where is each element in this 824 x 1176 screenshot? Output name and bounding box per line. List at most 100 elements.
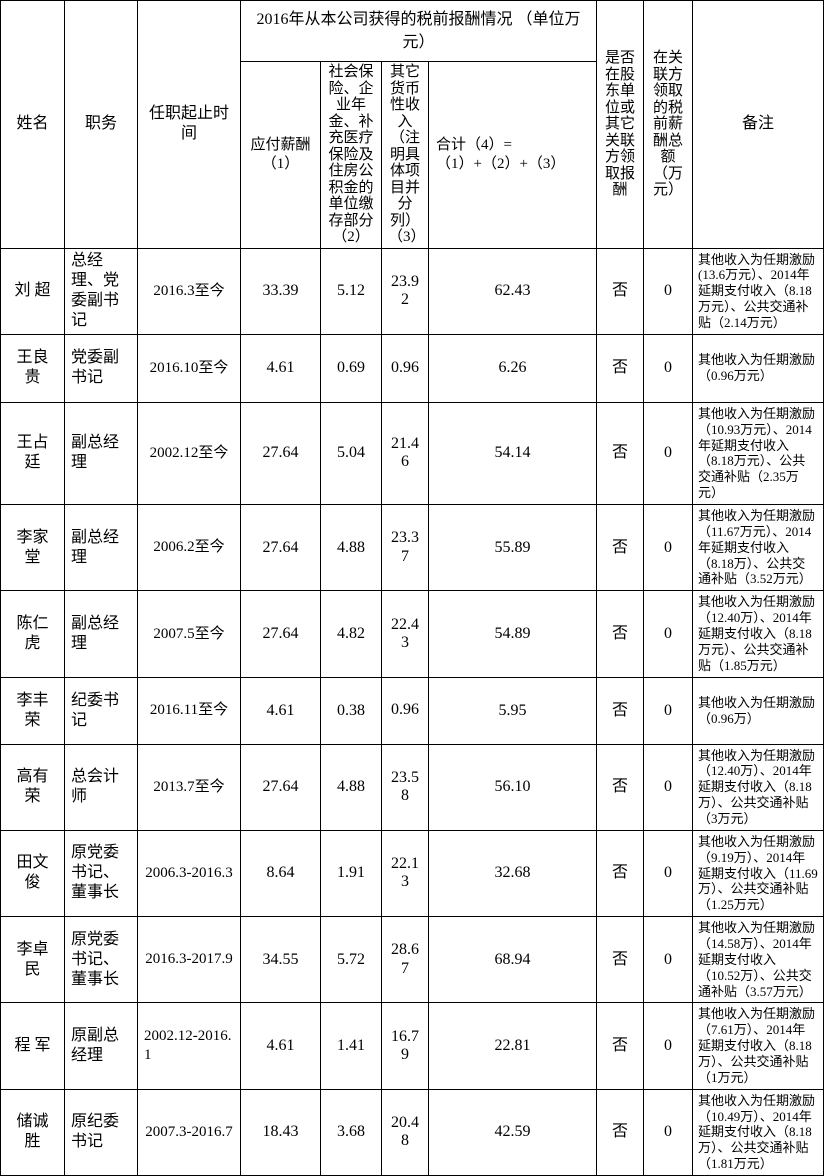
name-cell: 王良贵 (0, 333, 65, 403)
related-flag-cell: 否 (596, 333, 645, 403)
table-row: 王占廷 副总经理 2002.12至今 27.64 5.04 21.46 54.1… (0, 401, 824, 505)
total-cell: 54.89 (427, 590, 598, 678)
name-cell: 李家堂 (0, 503, 65, 592)
name-cell: 刘 超 (0, 247, 65, 335)
related-amount-cell: 0 (643, 247, 694, 335)
insurance-cell: 1.91 (320, 829, 382, 918)
table-row: 刘 超 总经理、党委副书记 2016.3至今 33.39 5.12 23.92 … (0, 247, 824, 335)
header-row-top: 姓名 职务 任职起止时间 2016年从本公司获得的税前报酬情况 （单位万元） 是… (0, 0, 824, 249)
term-text: 2002.12至今 (149, 445, 229, 461)
salary-cell: 18.43 (240, 1088, 321, 1176)
insurance-cell: 3.68 (320, 1088, 382, 1176)
salary-cell: 27.64 (240, 590, 321, 678)
salary-cell: 34.55 (240, 916, 321, 1004)
related-flag-cell: 否 (596, 503, 645, 592)
table-row: 程 军 原副总经理 2002.12-2016.1 4.61 1.41 16.79… (0, 1002, 824, 1090)
total-cell: 42.59 (427, 1088, 598, 1176)
remark-cell: 其他收入为任期激励（14.58万）、2014年延期支付收入（10.52万）、公共… (692, 916, 824, 1004)
total-cell: 6.26 (427, 333, 598, 403)
term-text: 2016.3至今 (153, 282, 225, 299)
other-income-cell: 23.92 (381, 247, 429, 335)
header-remarks: 备注 (692, 0, 824, 249)
related-flag-cell: 否 (596, 401, 645, 505)
other-income-cell: 0.96 (381, 676, 429, 745)
related-flag-cell: 否 (596, 247, 645, 335)
total-cell: 5.95 (427, 676, 598, 745)
other-income-cell: 0.96 (381, 333, 429, 403)
salary-cell: 8.64 (240, 829, 321, 918)
term-text: 2006.2至今 (153, 539, 225, 556)
name-cell: 王占廷 (0, 401, 65, 505)
insurance-cell: 4.88 (320, 503, 382, 592)
other-income-cell: 22.13 (381, 829, 429, 918)
other-income-cell: 23.58 (381, 743, 429, 831)
insurance-cell: 5.04 (320, 401, 382, 505)
salary-cell: 4.61 (240, 333, 321, 403)
term-cell: 2016.3至今 (137, 247, 241, 335)
other-income-cell: 21.46 (381, 401, 429, 505)
position-cell: 副总经理 (64, 503, 138, 592)
term-text: 2016.11至今 (149, 702, 229, 719)
term-cell: 2007.5至今 (137, 590, 241, 678)
term-text: 2016.10至今 (149, 359, 229, 376)
term-cell: 2016.11至今 (137, 676, 241, 745)
related-flag-cell: 否 (596, 1002, 645, 1090)
total-cell: 54.14 (427, 401, 598, 505)
position-cell: 总经理、党委副书记 (64, 247, 138, 335)
header-salary: 应付薪酬（1） (240, 61, 321, 249)
salary-cell: 33.39 (240, 247, 321, 335)
related-amount-cell: 0 (643, 1002, 694, 1090)
salary-cell: 4.61 (240, 676, 321, 745)
table-row: 李家堂 副总经理 2006.2至今 27.64 4.88 23.37 55.89… (0, 503, 824, 592)
other-income-cell: 16.79 (381, 1002, 429, 1090)
name-cell: 储诚胜 (0, 1088, 65, 1176)
related-flag-cell: 否 (596, 676, 645, 745)
remark-cell: 其他收入为任期激励（0.96万元） (692, 333, 824, 403)
term-cell: 2016.3-2017.9 (137, 916, 241, 1004)
header-total: 合计（4）=（1）+（2）+（3） (427, 61, 598, 249)
position-cell: 原纪委书记 (64, 1088, 138, 1176)
total-cell: 32.68 (427, 829, 598, 918)
related-amount-cell: 0 (643, 333, 694, 403)
position-cell: 纪委书记 (64, 676, 138, 745)
name-cell: 田文俊 (0, 829, 65, 918)
term-text: 2002.12-2016.1 (144, 1028, 232, 1064)
remark-cell: 其他收入为任期激励（12.40万）、2014年延期支付收入（8.18万元）、公共… (692, 590, 824, 678)
remark-cell: 其他收入为任期激励（10.93万元）、2014年延期支付收入（8.18万元）、公… (692, 401, 824, 505)
related-amount-cell: 0 (643, 916, 694, 1004)
remark-cell: 其他收入为任期激励（9.19万）、2014年延期支付收入（11.69万）、公共交… (692, 829, 824, 918)
related-amount-cell: 0 (643, 829, 694, 918)
table-row: 高有荣 总会计师 2013.7至今 27.64 4.88 23.58 56.10… (0, 743, 824, 831)
header-related-amount: 在关联方领取的税前薪酬总额（万元） (643, 0, 694, 249)
total-cell: 22.81 (427, 1002, 598, 1090)
salary-cell: 4.61 (240, 1002, 321, 1090)
remark-cell: 其他收入为任期激励（12.40万）、2014年延期支付收入（8.18万）、公共交… (692, 743, 824, 831)
table-row: 李丰荣 纪委书记 2016.11至今 4.61 0.38 0.96 5.95 否… (0, 676, 824, 745)
related-amount-cell: 0 (643, 590, 694, 678)
insurance-cell: 5.12 (320, 247, 382, 335)
other-income-cell: 22.43 (381, 590, 429, 678)
term-cell: 2007.3-2016.7 (137, 1088, 241, 1176)
related-amount-cell: 0 (643, 503, 694, 592)
related-flag-cell: 否 (596, 743, 645, 831)
insurance-cell: 4.88 (320, 743, 382, 831)
term-text: 2007.5至今 (153, 625, 225, 642)
other-income-cell: 23.37 (381, 503, 429, 592)
related-flag-cell: 否 (596, 916, 645, 1004)
position-cell: 党委副书记 (64, 333, 138, 403)
insurance-cell: 1.41 (320, 1002, 382, 1090)
table-row: 李卓民 原党委书记、董事长 2016.3-2017.9 34.55 5.72 2… (0, 916, 824, 1004)
remark-cell: 其他收入为任期激励（0.96万） (692, 676, 824, 745)
term-cell: 2002.12-2016.1 (137, 1002, 241, 1090)
term-cell: 2013.7至今 (137, 743, 241, 831)
position-cell: 总会计师 (64, 743, 138, 831)
insurance-cell: 4.82 (320, 590, 382, 678)
name-cell: 李丰荣 (0, 676, 65, 745)
table-row: 田文俊 原党委书记、董事长 2006.3-2016.3 8.64 1.91 22… (0, 829, 824, 918)
table-row: 王良贵 党委副书记 2016.10至今 4.61 0.69 0.96 6.26 … (0, 333, 824, 403)
insurance-cell: 5.72 (320, 916, 382, 1004)
salary-cell: 27.64 (240, 743, 321, 831)
salary-cell: 27.64 (240, 401, 321, 505)
